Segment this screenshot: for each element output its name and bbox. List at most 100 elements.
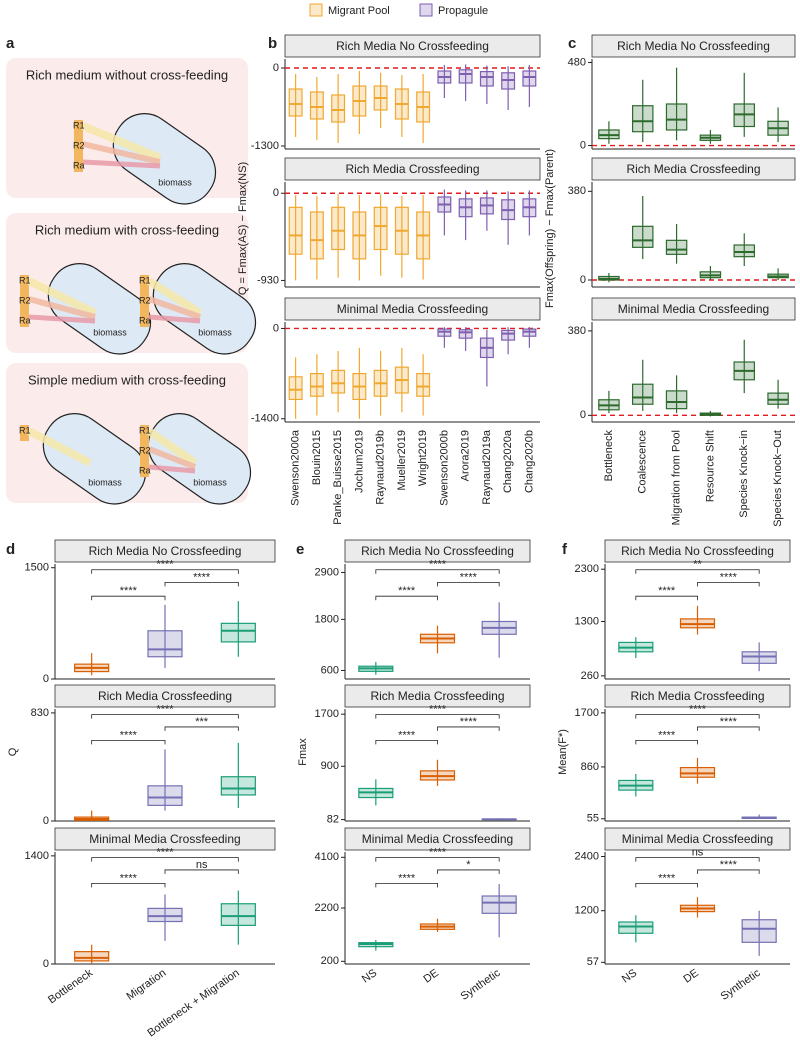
significance-bracket (164, 726, 239, 731)
x-tick-label: Bottleneck (46, 967, 95, 1007)
flux-arrow (148, 314, 201, 324)
flux-arrow (82, 159, 161, 169)
diagram-title: Rich medium with cross-feeding (35, 222, 219, 237)
y-tick-label: 57 (587, 956, 599, 968)
resource-label: Ra (139, 315, 151, 325)
biomass-label: biomass (88, 477, 122, 487)
significance-bracket (437, 726, 500, 731)
facet-strip (344, 827, 531, 851)
panel-label: a (6, 35, 15, 52)
y-tick-label: 1300 (575, 615, 599, 627)
box (147, 907, 183, 923)
y-tick-label: 260 (581, 670, 599, 682)
y-tick-label: 1700 (575, 707, 599, 719)
y-tick-label: 0 (580, 274, 586, 286)
box (331, 369, 346, 394)
significance-label: ns (692, 847, 704, 859)
significance-bracket (91, 569, 239, 574)
resource-bar (140, 275, 149, 327)
significance-bracket (375, 857, 500, 862)
x-tick-label: Species Knock−Out (772, 430, 784, 527)
flux-arrow (147, 446, 197, 470)
significance-bracket (697, 726, 760, 731)
resource-bar (140, 425, 149, 477)
x-tick-label: Raynaud2019a (481, 429, 493, 505)
significance-bracket (635, 569, 760, 574)
panel-label: d (6, 541, 15, 558)
x-tick-label: Migration from Pool (670, 430, 682, 525)
x-tick-label: Panke_Buisse2015 (332, 430, 344, 525)
y-axis-label: Q (7, 747, 19, 756)
resource-label: R1 (19, 275, 31, 285)
significance-label: **** (156, 704, 174, 716)
box (767, 392, 789, 405)
significance-bracket (91, 739, 166, 745)
facet-title: Rich Media Crossfeeding (98, 689, 232, 703)
facet-title: Rich Media No Crossfeeding (336, 39, 489, 53)
box (631, 383, 654, 405)
box (665, 103, 688, 131)
panel-label: e (296, 541, 304, 558)
facet-strip (344, 684, 531, 708)
flux-arrow (27, 277, 97, 317)
significance-label: **** (429, 704, 447, 716)
y-tick-label: 830 (31, 707, 49, 719)
facet-strip (604, 684, 791, 708)
significance-bracket (635, 882, 698, 888)
significance-label: **** (429, 559, 447, 571)
biomass-label: biomass (198, 327, 232, 337)
significance-label: **** (689, 704, 707, 716)
box (147, 785, 183, 806)
significance-bracket (91, 857, 239, 862)
x-tick-label: Coalescence (637, 430, 649, 494)
significance-bracket (164, 582, 239, 587)
x-tick-label: Raynaud2019b (375, 430, 387, 505)
significance-bracket (635, 595, 698, 601)
flux-arrow (82, 141, 161, 165)
facet-strip (591, 297, 796, 321)
significance-bracket (635, 857, 760, 862)
y-tick-label: 1500 (25, 562, 49, 574)
resource-label: R2 (139, 445, 151, 455)
significance-label: **** (120, 729, 138, 741)
legend-swatch (419, 3, 433, 17)
facet-strip (344, 539, 531, 563)
resource-label: R2 (19, 295, 31, 305)
y-tick-label: 1800 (315, 613, 339, 625)
facet-title: Minimal Media Crossfeeding (89, 832, 240, 846)
box (481, 895, 517, 914)
biomass-label: biomass (193, 477, 227, 487)
y-tick-label: -1400 (251, 413, 279, 425)
box (741, 651, 777, 664)
x-tick-label: DE (421, 967, 440, 986)
box (631, 225, 654, 248)
y-tick-label: 900 (321, 760, 339, 772)
flux-arrow (146, 277, 203, 317)
y-tick-label: -930 (257, 274, 279, 286)
facet-title: Rich Media Crossfeeding (626, 162, 760, 176)
facet-title: Rich Media Crossfeeding (370, 689, 504, 703)
resource-label: Ra (139, 465, 151, 475)
facet-title: Minimal Media Crossfeeding (337, 302, 488, 316)
resource-label: R2 (73, 140, 85, 150)
facet-strip (591, 34, 796, 58)
biomass-label: biomass (158, 177, 192, 187)
y-tick-label: 1200 (575, 905, 599, 917)
x-tick-label: Synthetic (459, 967, 503, 1003)
biomass-cell (112, 113, 217, 205)
significance-bracket (437, 869, 500, 874)
facet-title: Rich Media No Crossfeeding (361, 544, 514, 558)
flux-arrow (28, 296, 96, 320)
x-tick-label: Swenson2000a (290, 429, 302, 506)
box (309, 373, 324, 397)
box (220, 776, 256, 796)
significance-label: **** (658, 872, 676, 884)
significance-label: **** (720, 859, 738, 871)
box (479, 70, 494, 87)
facet-strip (284, 297, 541, 321)
biomass-cell (47, 263, 152, 355)
box (220, 903, 256, 926)
y-tick-label: 55 (587, 813, 599, 825)
significance-label: **** (193, 571, 211, 583)
